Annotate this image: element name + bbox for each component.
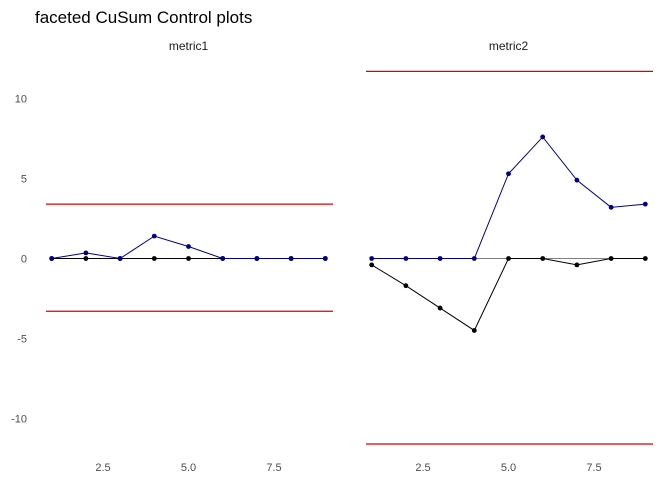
upper-cusum-point [151,233,157,239]
facet-panels: metric1 2.5 5.0 7.5 metric2 2.5 5.0 7.5 [46,39,653,474]
x-tick-label: 7.5 [266,462,281,474]
y-tick-label: 0 [21,254,27,266]
upper-cusum-point [471,256,477,261]
chart-title: faceted CuSum Control plots [35,8,252,27]
y-axis: 10 5 0 -5 -10 [11,94,27,426]
upper-cusum-point [186,244,191,249]
y-tick-label: 5 [21,174,27,186]
facet-panel-metric2: metric2 2.5 5.0 7.5 [366,39,653,474]
upper-cusum-point [322,256,328,261]
lower-cusum-line [371,258,646,332]
lower-cusum-point [540,256,546,261]
x-tick-label: 7.5 [586,462,601,474]
y-tick-label: -10 [11,413,27,425]
facet-label: metric1 [169,39,209,53]
lower-cusum-point [642,256,648,261]
upper-cusum-point [403,256,409,261]
upper-cusum-point [642,201,648,207]
lower-cusum-point [151,256,157,261]
upper-cusum-point [369,256,375,261]
upper-cusum-point [83,250,89,256]
x-tick-label: 2.5 [415,462,430,474]
upper-cusum-point [540,134,546,140]
upper-cusum-point [608,204,614,210]
upper-cusum-point [437,256,443,261]
lower-cusum-point [506,256,511,261]
upper-cusum-point [574,177,580,183]
y-tick-label: -5 [17,333,27,345]
lower-cusum-point [574,262,580,268]
upper-cusum-point [506,171,511,177]
x-tick-label: 5.0 [501,462,516,474]
x-tick-label: 2.5 [95,462,110,474]
lower-cusum-point [608,256,614,261]
upper-cusum-point [220,256,226,261]
upper-cusum-point [117,256,123,261]
lower-cusum-point [186,256,191,261]
upper-cusum-point [49,256,55,261]
upper-cusum-point [254,256,260,261]
facet-panel-metric1: metric1 2.5 5.0 7.5 [46,39,333,474]
x-tick-label: 5.0 [181,462,196,474]
lower-cusum-point [471,328,477,333]
lower-cusum-point [437,305,443,311]
y-tick-label: 10 [15,94,27,106]
lower-cusum-point [403,283,409,289]
lower-cusum-point [369,262,375,268]
upper-cusum-point [288,256,294,261]
upper-cusum-line [371,136,646,259]
lower-cusum-point [83,256,89,261]
facet-label: metric2 [489,39,529,53]
